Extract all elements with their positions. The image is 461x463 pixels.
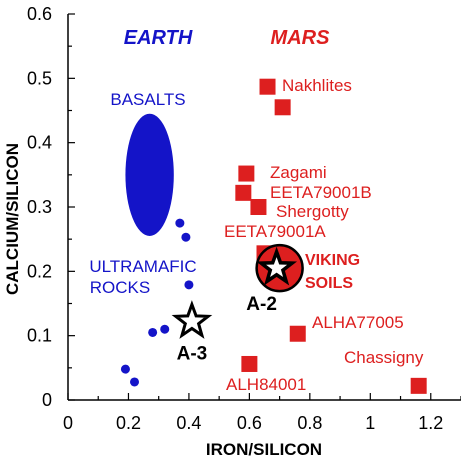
mars-point-label: ALHA77005	[312, 313, 404, 332]
star-label-a2: A-2	[246, 294, 277, 315]
ultramafic-point	[184, 280, 194, 290]
mars-point-label: Chassigny	[344, 348, 424, 367]
y-tick-label: 0.5	[27, 68, 52, 88]
plot-area: 0 0.2 0.4 0.6 0.8 1 1.2 0 0.1 0.2 0.3 0.4 0.5 0.6 EART…	[27, 4, 461, 433]
mars-point-label: ALH84001	[226, 375, 306, 394]
mars-point-label: EETA79001B	[270, 183, 372, 202]
viking-soils-label-line1: VIKING	[305, 252, 360, 269]
y-tick-label: 0.3	[27, 197, 52, 217]
ultramafic-point	[160, 324, 170, 334]
mars-point-label: Shergotty	[276, 202, 349, 221]
ultramafic-label-line1: ULTRAMAFIC	[89, 257, 196, 276]
x-tick-label: 1.2	[418, 413, 443, 433]
ultramafic-label-line2: ROCKS	[90, 278, 150, 297]
viking-soils-label-line2: SOILS	[305, 275, 353, 292]
y-tick-label: 0	[42, 390, 52, 410]
mars-point	[241, 355, 258, 372]
ultramafic-point	[148, 327, 158, 337]
y-axis-title: CALCIUM/SILICON	[3, 143, 22, 295]
mars-label: MARS	[271, 27, 331, 49]
mars-point-label: Zagami	[270, 163, 327, 182]
basalts-region	[125, 113, 174, 236]
earth-label: EARTH	[124, 27, 193, 49]
ultramafic-point	[175, 218, 185, 228]
star-marker	[171, 300, 213, 339]
x-tick-label: 0.6	[237, 413, 262, 433]
mars-point-label: EETA79001A	[224, 222, 326, 241]
mars-point	[235, 184, 252, 201]
star-marker-inner	[266, 257, 288, 277]
x-tick-label: 1	[365, 413, 375, 433]
x-axis-title: IRON/SILICON	[206, 440, 322, 459]
mars-point-label: Nakhlites	[282, 76, 352, 95]
ultramafic-point	[181, 232, 191, 242]
y-tick-label: 0.2	[27, 261, 52, 281]
x-tick-label: 0.2	[116, 413, 141, 433]
mars-point	[250, 199, 267, 215]
mars-point	[289, 325, 306, 342]
mars-point	[274, 99, 291, 116]
ultramafic-point	[120, 364, 130, 374]
mars-point	[410, 377, 427, 394]
x-tick-label: 0.4	[176, 413, 201, 433]
basalts-label: BASALTS	[110, 90, 185, 109]
x-tick-label: 0.8	[297, 413, 322, 433]
star-label-a3: A-3	[177, 344, 208, 365]
mars-point	[238, 165, 255, 182]
y-tick-label: 0.1	[27, 326, 52, 346]
y-tick-label: 0.4	[27, 133, 52, 153]
ultramafic-point	[130, 377, 140, 387]
mars-point	[259, 78, 276, 95]
y-tick-label: 0.6	[27, 4, 52, 24]
x-tick-label: 0	[63, 413, 73, 433]
